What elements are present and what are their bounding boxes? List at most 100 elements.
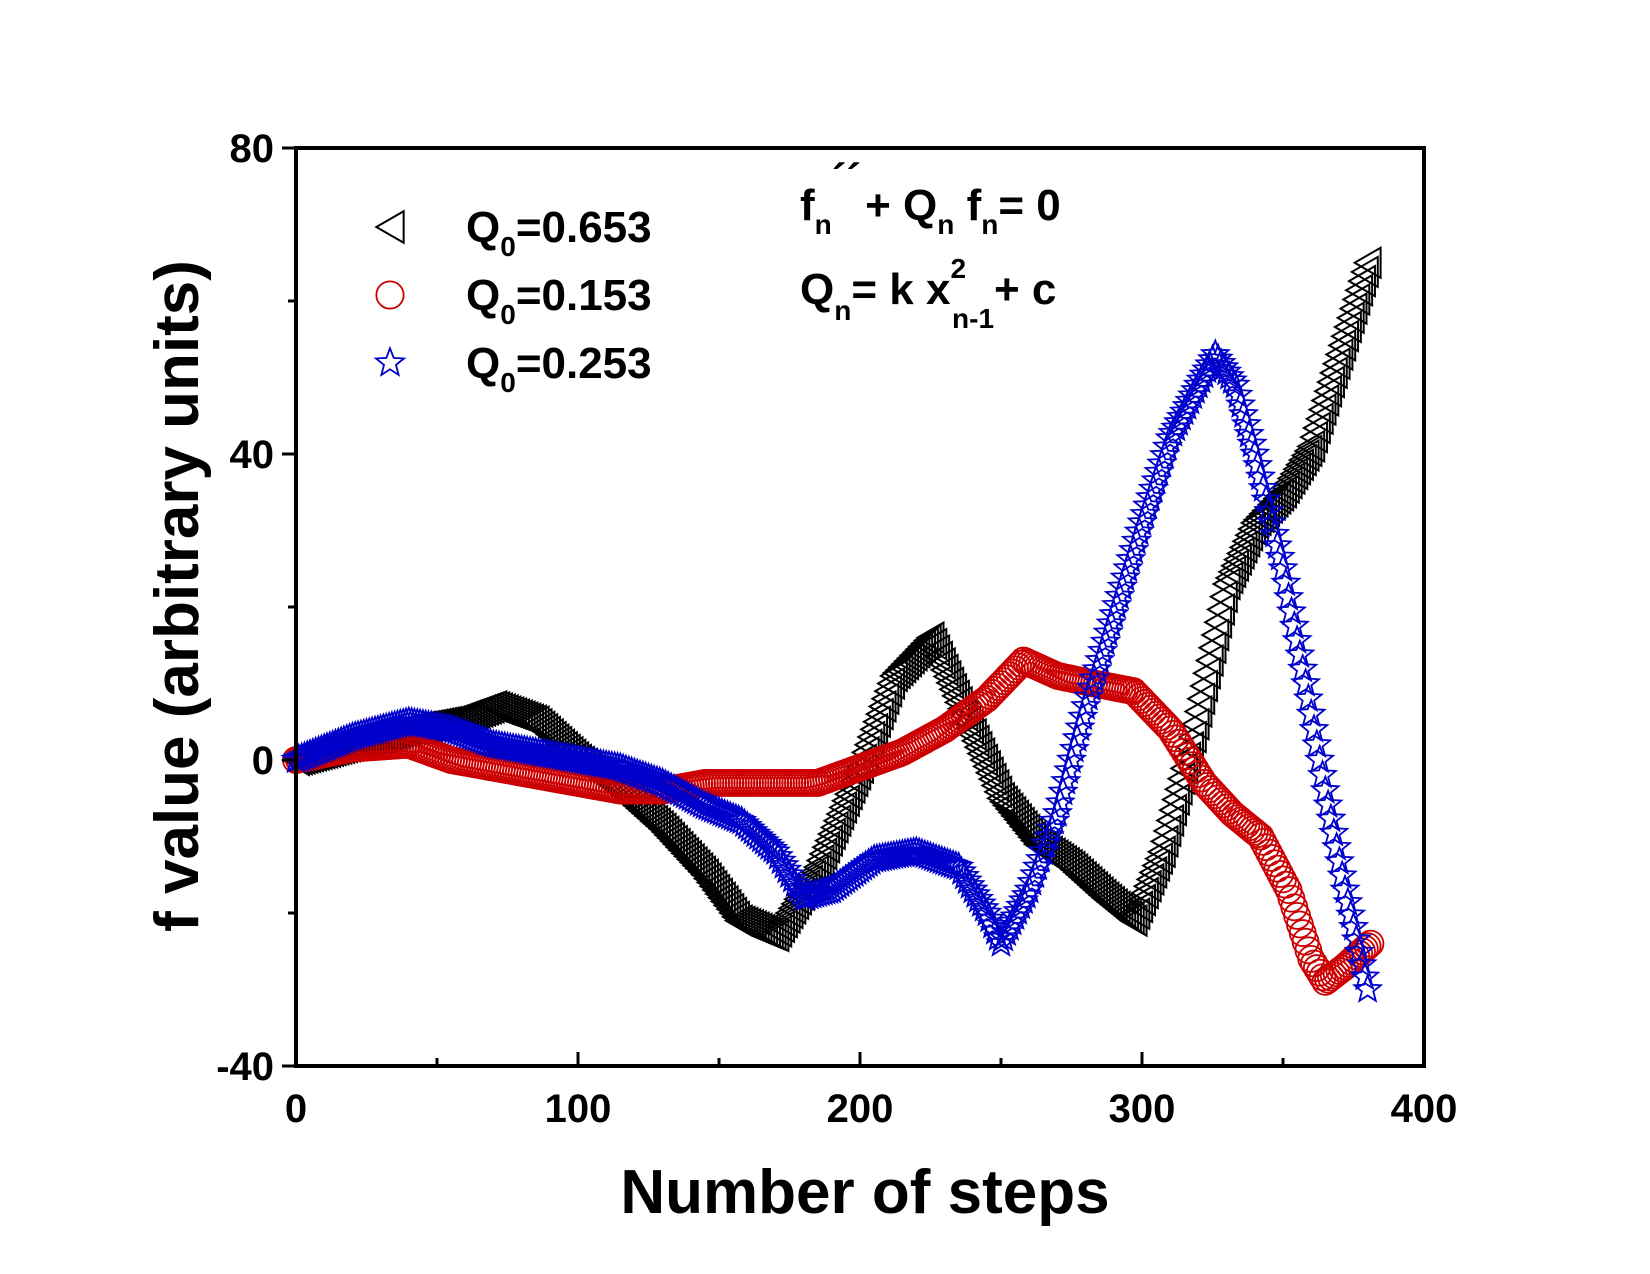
data-point	[890, 647, 920, 681]
data-point	[957, 873, 989, 904]
data-point	[1126, 883, 1156, 917]
data-point	[1287, 443, 1317, 477]
data-point	[1292, 682, 1325, 713]
data-point	[983, 775, 1013, 809]
equation-line-2: Qn= k x2 n-1+ c	[800, 253, 1056, 334]
data-point	[1318, 356, 1348, 390]
data-point	[1202, 342, 1234, 373]
data-point	[1324, 337, 1354, 372]
data-point	[811, 830, 841, 864]
data-point	[1122, 680, 1151, 708]
data-point	[1282, 452, 1312, 487]
data-point	[1341, 282, 1371, 317]
data-point	[779, 867, 811, 898]
legend-symbols	[373, 209, 407, 377]
data-point	[1288, 919, 1317, 947]
data-point	[1233, 417, 1265, 448]
data-point	[1345, 939, 1374, 968]
data-point	[921, 633, 951, 668]
data-point	[974, 902, 1006, 933]
legend-label-q0-0253: Q0=0.253	[466, 339, 652, 398]
data-point	[689, 858, 719, 892]
legend: Q0=0.653 Q0=0.153 Q0=0.253	[373, 203, 652, 398]
data-point	[1119, 677, 1148, 706]
chart-marks	[280, 246, 1385, 1003]
data-point	[892, 644, 922, 678]
data-point	[1301, 728, 1333, 759]
data-point	[1280, 893, 1309, 922]
data-point	[765, 844, 797, 875]
x-tick-label: 200	[827, 1087, 894, 1131]
data-point	[1155, 803, 1185, 838]
x-tick-label: 400	[1391, 1087, 1458, 1131]
data-point	[1194, 643, 1224, 678]
data-point	[1332, 310, 1362, 344]
data-point	[1189, 669, 1219, 703]
data-point	[773, 858, 806, 889]
data-point	[907, 629, 937, 664]
data-point	[1035, 812, 1068, 843]
data-point	[904, 632, 934, 667]
data-point	[975, 681, 1004, 710]
y-tick-label: 80	[230, 127, 275, 171]
data-point	[1349, 255, 1379, 289]
data-point	[1129, 876, 1159, 910]
data-point	[833, 777, 863, 811]
data-point	[923, 640, 953, 674]
data-point	[1146, 835, 1176, 869]
data-point	[1351, 972, 1384, 1003]
legend-symbol-star	[373, 345, 407, 377]
data-point	[867, 689, 897, 724]
data-point	[1296, 429, 1326, 464]
data-point	[1219, 368, 1251, 399]
data-point	[760, 919, 790, 953]
data-point	[1030, 827, 1062, 858]
data-point	[1236, 427, 1268, 458]
data-point	[1298, 712, 1330, 743]
data-point	[1218, 799, 1247, 828]
data-point	[1221, 801, 1249, 830]
data-point	[768, 849, 800, 879]
data-point	[709, 884, 739, 919]
data-point	[756, 832, 789, 863]
data-point	[1150, 709, 1179, 738]
x-tick-label: 0	[285, 1087, 307, 1131]
data-point	[825, 797, 855, 831]
data-point	[1139, 697, 1168, 726]
data-point	[943, 850, 975, 881]
data-point	[1210, 355, 1243, 386]
data-point	[1322, 959, 1351, 988]
data-point	[1284, 447, 1314, 482]
data-point	[995, 661, 1024, 690]
data-point	[901, 635, 931, 670]
data-point	[695, 865, 725, 900]
data-point	[774, 896, 804, 930]
data-point	[1306, 758, 1339, 789]
data-point	[1158, 793, 1188, 827]
data-point	[1033, 820, 1065, 850]
data-point	[959, 878, 992, 909]
data-point	[1293, 434, 1323, 468]
data-point	[1338, 291, 1368, 326]
data-point	[1299, 420, 1329, 454]
data-point	[929, 653, 959, 687]
data-point	[1223, 804, 1252, 833]
x-axis-title: Number of steps	[620, 1158, 1109, 1227]
data-point	[1135, 862, 1165, 897]
legend-symbol-circle	[375, 280, 405, 310]
x-tick-label: 300	[1109, 1087, 1176, 1131]
data-point	[1140, 464, 1172, 495]
data-point	[771, 900, 801, 935]
data-point	[1132, 869, 1162, 903]
data-point	[703, 877, 733, 911]
data-point	[816, 817, 846, 851]
data-point	[1136, 694, 1165, 723]
data-point	[932, 659, 962, 694]
data-point	[1141, 848, 1171, 883]
data-point	[1130, 689, 1159, 717]
data-point	[973, 684, 1001, 713]
data-point	[768, 905, 798, 939]
data-point	[776, 862, 808, 893]
